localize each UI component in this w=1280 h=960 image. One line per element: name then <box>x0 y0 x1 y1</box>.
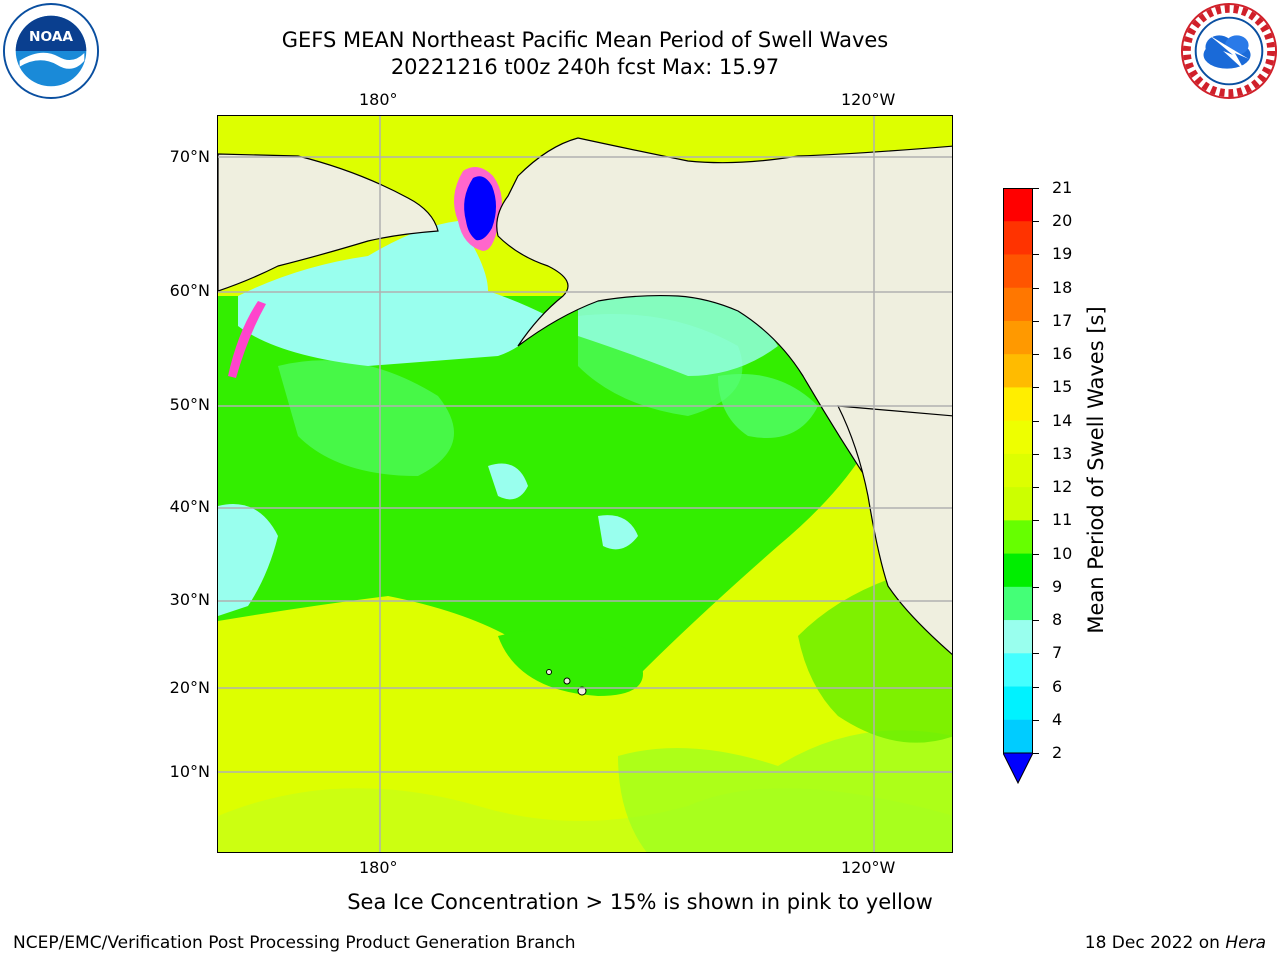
lat-label-30n: 30°N <box>169 590 210 609</box>
colorbar-swatch <box>1003 287 1033 322</box>
swell-patch-lightgreen-1 <box>278 360 454 476</box>
colorbar-tick-label: 21 <box>1052 178 1073 197</box>
colorbar-tick-mark <box>1033 387 1039 389</box>
sea-ice-note: Sea Ice Concentration > 15% is shown in … <box>347 890 933 914</box>
colorbar <box>1003 188 1033 785</box>
colorbar-tick-mark <box>1033 188 1039 189</box>
colorbar-tick-label: 18 <box>1052 277 1073 297</box>
lat-label-60n: 60°N <box>169 281 210 300</box>
colorbar-tick-mark <box>1033 420 1039 422</box>
swell-patch-gulf-cyan <box>578 294 778 376</box>
date-line: 18 Dec 2022 on Hera <box>1085 933 1266 953</box>
colorbar-tick-label: 15 <box>1052 377 1073 397</box>
colorbar-tick-mark <box>1033 586 1039 588</box>
colorbar-swatch <box>1003 453 1033 488</box>
colorbar-tick-mark <box>1033 354 1039 356</box>
credit-line: NCEP/EMC/Verification Post Processing Pr… <box>13 933 576 953</box>
chart-title: GEFS MEAN Northeast Pacific Mean Period … <box>281 28 889 52</box>
swell-map <box>218 116 952 852</box>
land-us-west-coast <box>836 405 952 656</box>
colorbar-tick-mark <box>1033 221 1039 223</box>
lon-label-top-120w: 120°W <box>841 90 896 109</box>
map-gridlines <box>218 116 952 852</box>
colorbar-tick-mark <box>1033 487 1039 489</box>
colorbar-swatch <box>1003 553 1033 588</box>
hawaii-island-3 <box>577 686 587 696</box>
chart-subtitle: 20221216 t00z 240h fcst Max: 15.97 <box>390 55 780 79</box>
colorbar-swatch <box>1003 387 1033 422</box>
date-text: 18 Dec 2022 on <box>1084 933 1226 953</box>
colorbar-label: Mean Period of Swell Waves [s] <box>1084 306 1108 634</box>
land-siberia <box>218 153 439 292</box>
sea-ice-blue <box>464 176 496 241</box>
colorbar-tick-mark <box>1033 553 1039 555</box>
colorbar-tick-label: 4 <box>1052 709 1063 729</box>
colorbar-swatch <box>1003 520 1033 555</box>
colorbar-tick-mark <box>1033 520 1039 522</box>
colorbar-tick-label: 2 <box>1052 743 1063 762</box>
colorbar-tick-mark <box>1033 719 1039 721</box>
nws-logo <box>1180 2 1278 100</box>
date-host: Hera <box>1225 933 1266 953</box>
colorbar-tick-label: 20 <box>1052 211 1073 231</box>
colorbar-swatch <box>1003 620 1033 654</box>
colorbar-tick-label: 19 <box>1052 244 1073 264</box>
colorbar-tick-label: 11 <box>1052 510 1073 530</box>
land-alaska-canada <box>496 137 952 576</box>
swell-patch-cyan-mid2 <box>598 515 638 550</box>
colorbar-tick-mark <box>1033 753 1039 754</box>
lon-label-top-180: 180° <box>359 90 398 109</box>
colorbar-tick-label: 14 <box>1052 410 1073 430</box>
colorbar-swatch <box>1003 719 1033 754</box>
colorbar-tick-label: 10 <box>1052 543 1073 563</box>
colorbar-tick-label: 9 <box>1052 576 1063 596</box>
lon-label-bottom-120w: 120°W <box>841 858 896 877</box>
colorbar-swatch <box>1003 188 1033 222</box>
colorbar-tick-mark <box>1033 686 1039 688</box>
swell-patch-cyan-west <box>218 504 278 616</box>
colorbar-border <box>1003 188 1033 754</box>
map-frame <box>217 115 953 853</box>
colorbar-tick-label: 17 <box>1052 310 1073 330</box>
colorbar-tick-label: 13 <box>1052 443 1073 463</box>
colorbar-tick-label: 12 <box>1052 477 1073 497</box>
lat-label-20n: 20°N <box>169 678 210 697</box>
colorbar-tick-label: 16 <box>1052 344 1073 364</box>
colorbar-swatch <box>1003 254 1033 289</box>
colorbar-tick-mark <box>1033 653 1039 655</box>
lat-label-70n: 70°N <box>169 147 210 166</box>
colorbar-tick-mark <box>1033 453 1039 455</box>
colorbar-tick-label: 6 <box>1052 676 1063 696</box>
swell-field-southeast-green <box>618 730 952 852</box>
colorbar-tick-label: 8 <box>1052 610 1063 630</box>
colorbar-swatch <box>1003 221 1033 255</box>
lon-label-bottom-180: 180° <box>359 858 398 877</box>
colorbar-extend-arrow <box>1003 752 1033 785</box>
swell-patch-bering-cyan <box>238 221 548 366</box>
sea-ice-west-edge <box>228 301 266 378</box>
colorbar-tick-mark <box>1033 287 1039 289</box>
noaa-logo: NOAA <box>2 2 100 100</box>
colorbar-swatch <box>1003 420 1033 455</box>
lat-label-50n: 50°N <box>169 395 210 414</box>
colorbar-swatch <box>1003 586 1033 621</box>
hawaii-island-2 <box>563 677 571 685</box>
swell-patch-hawaii-green <box>498 629 643 696</box>
colorbar-swatch <box>1003 686 1033 721</box>
colorbar-swatch <box>1003 653 1033 688</box>
swell-patch-cyan-mid <box>488 463 528 500</box>
colorbar-swatch <box>1003 487 1033 521</box>
colorbar-swatch <box>1003 354 1033 388</box>
lat-label-10n: 10°N <box>169 762 210 781</box>
colorbar-swatch <box>1003 320 1033 355</box>
colorbar-tick-mark <box>1033 254 1039 256</box>
colorbar-tick-label: 7 <box>1052 643 1063 663</box>
colorbar-tick-mark <box>1033 620 1039 622</box>
noaa-logo-text: NOAA <box>29 29 73 45</box>
colorbar-tick-mark <box>1033 320 1039 322</box>
hawaii-island-1 <box>546 669 552 675</box>
lat-label-40n: 40°N <box>169 497 210 516</box>
